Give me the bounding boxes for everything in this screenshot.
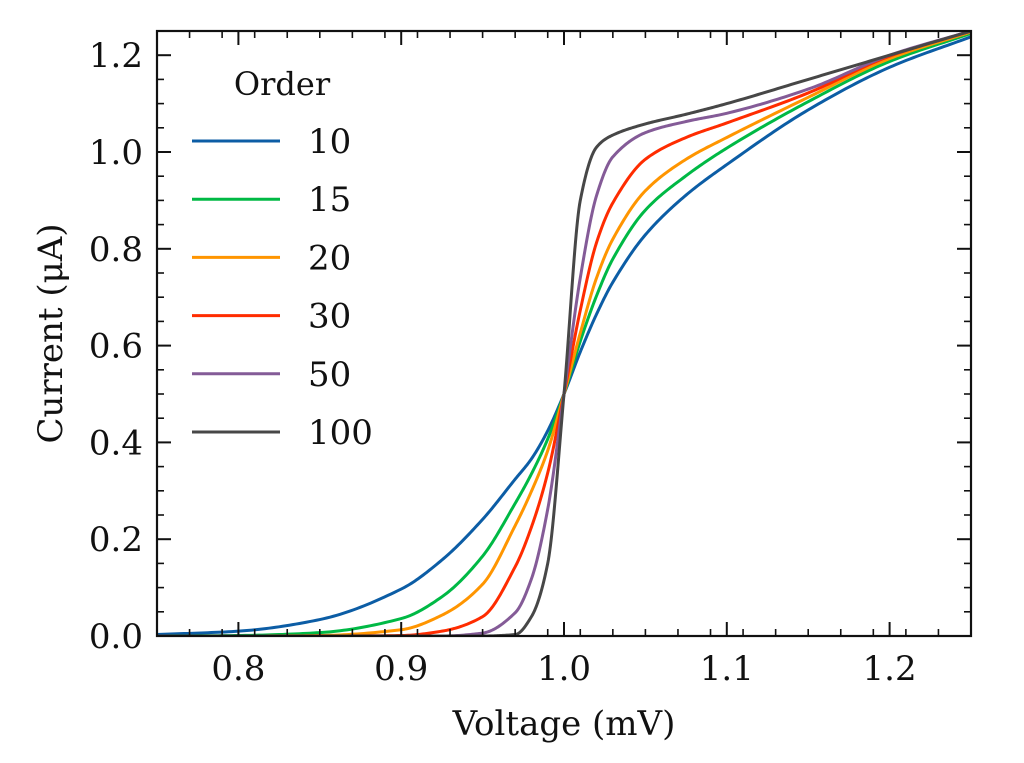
series-line-100 [157, 31, 971, 636]
x-tick-label: 0.9 [374, 649, 428, 689]
y-tick-label: 0.0 [89, 617, 143, 657]
legend-label-10: 10 [308, 122, 351, 162]
legend-label-50: 50 [308, 355, 351, 395]
series-line-30 [157, 31, 971, 636]
legend-title: Order [234, 65, 331, 103]
legend-label-20: 20 [308, 238, 351, 278]
y-tick-labels: 0.0 0.2 0.4 0.6 0.8 1.0 1.2 [89, 36, 143, 657]
y-axis-label: Current (μA) [31, 223, 71, 443]
legend-label-15: 15 [308, 180, 351, 220]
y-tick-label: 1.0 [89, 133, 143, 173]
legend: Order 10 15 20 30 50 100 [192, 65, 373, 453]
x-tick-label: 1.1 [700, 649, 754, 689]
x-tick-labels: 0.8 0.9 1.0 1.1 1.2 [211, 649, 916, 689]
y-tick-label: 0.6 [89, 327, 143, 367]
legend-label-100: 100 [308, 413, 373, 453]
series-line-15 [157, 32, 971, 636]
x-tick-label: 1.2 [863, 649, 917, 689]
y-tick-label: 1.2 [89, 36, 143, 76]
y-tick-label: 0.8 [89, 230, 143, 270]
x-axis-label: Voltage (mV) [452, 704, 676, 744]
plot-frame [155, 29, 973, 638]
y-tick-label: 0.2 [89, 520, 143, 560]
axis-ticks [156, 30, 972, 637]
series-line-50 [157, 31, 971, 636]
x-tick-label: 1.0 [537, 649, 591, 689]
series-line-10 [157, 35, 971, 636]
legend-label-30: 30 [308, 297, 351, 337]
x-tick-label: 0.8 [211, 649, 265, 689]
series-line-20 [157, 31, 971, 636]
y-tick-label: 0.4 [89, 423, 143, 463]
plot-curves [157, 31, 971, 636]
